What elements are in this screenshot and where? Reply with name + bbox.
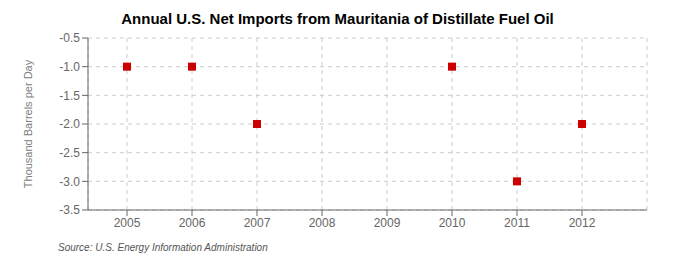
svg-text:-1.0: -1.0 <box>59 60 80 74</box>
svg-text:2011: 2011 <box>504 216 530 230</box>
svg-text:-2.5: -2.5 <box>59 146 80 160</box>
svg-text:2012: 2012 <box>569 216 596 230</box>
svg-text:2005: 2005 <box>114 216 141 230</box>
svg-text:Thousand Barrels per Day: Thousand Barrels per Day <box>22 59 34 188</box>
html-text:Annual U.S. Net Imports from M: Annual U.S. Net Imports from Mauritania … <box>121 10 554 27</box>
html-text:Source: U.S. Energy Informatio: Source: U.S. Energy Information Administ… <box>58 242 268 253</box>
svg-text:-2.0: -2.0 <box>59 117 80 131</box>
svg-text:2007: 2007 <box>244 216 271 230</box>
svg-text:2009: 2009 <box>374 216 401 230</box>
svg-text:2006: 2006 <box>179 216 206 230</box>
svg-text:-0.5: -0.5 <box>59 31 80 45</box>
svg-text:-3.0: -3.0 <box>59 175 80 189</box>
svg-text:-1.5: -1.5 <box>59 89 80 103</box>
svg-text:2008: 2008 <box>309 216 336 230</box>
svg-text:2010: 2010 <box>439 216 466 230</box>
svg-text:-3.5: -3.5 <box>59 203 80 217</box>
